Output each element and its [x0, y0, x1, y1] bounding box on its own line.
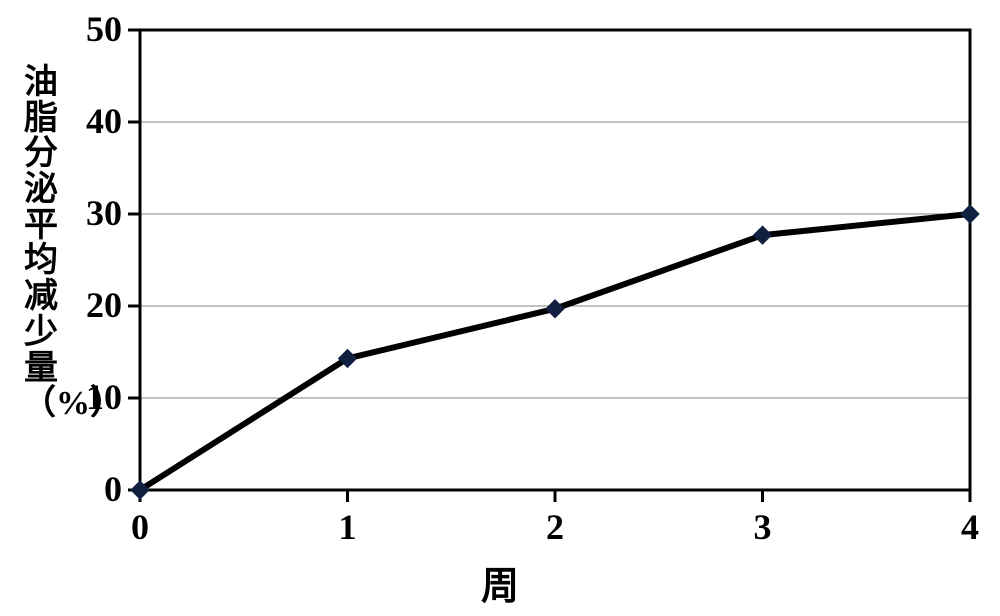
y-tick-label: 30 — [62, 192, 122, 234]
data-marker — [961, 205, 979, 223]
data-marker — [546, 300, 564, 318]
y-tick-label: 0 — [62, 468, 122, 510]
y-tick-label: 50 — [62, 8, 122, 50]
chart-container: 油脂分泌平均减少量（%） 周 0 10 20 30 40 50 0 1 2 3 4 — [0, 0, 1000, 616]
data-marker — [754, 226, 772, 244]
y-tick-label: 20 — [62, 284, 122, 326]
x-axis-title: 周 — [0, 555, 1000, 610]
y-tick-label: 10 — [62, 376, 122, 418]
x-tick-label: 1 — [318, 506, 378, 548]
y-axis-title: 油脂分泌平均减少量（%） — [22, 65, 60, 422]
data-line — [140, 214, 970, 490]
x-tick-label: 3 — [733, 506, 793, 548]
y-tick-label: 40 — [62, 100, 122, 142]
x-tick-label: 0 — [110, 506, 170, 548]
x-tick-label: 2 — [525, 506, 585, 548]
plot-border — [140, 30, 970, 490]
x-tick-label: 4 — [940, 506, 1000, 548]
